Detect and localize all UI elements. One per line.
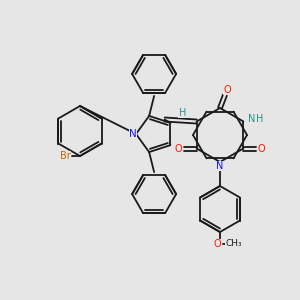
Text: N: N [216, 161, 224, 171]
Text: H: H [179, 107, 186, 118]
Text: Br: Br [60, 151, 70, 161]
Text: N: N [248, 115, 255, 124]
Text: O: O [175, 143, 182, 154]
Text: O: O [213, 239, 221, 249]
Text: CH₃: CH₃ [226, 239, 242, 248]
Text: O: O [223, 85, 231, 95]
Text: O: O [258, 143, 265, 154]
Text: N: N [129, 129, 137, 139]
Text: H: H [256, 115, 263, 124]
